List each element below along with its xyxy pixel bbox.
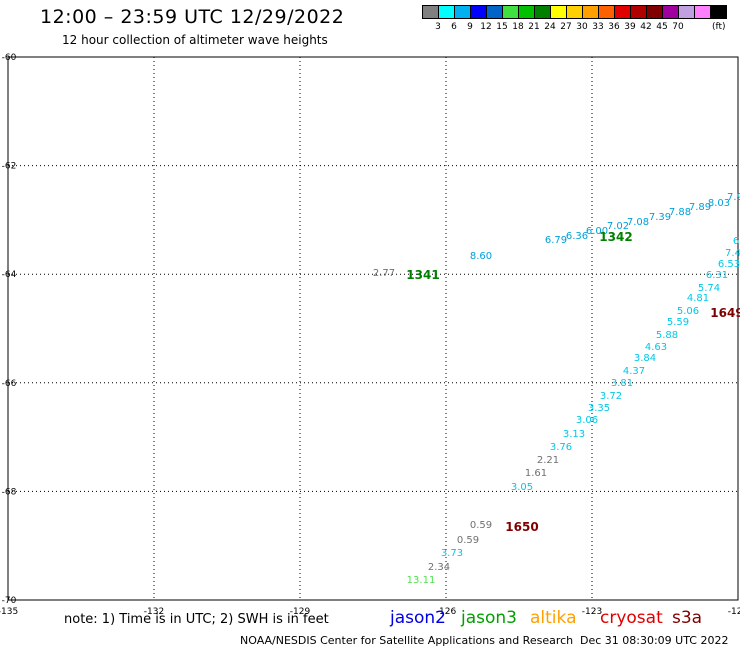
scale-label: 9 [467, 22, 473, 32]
scale-label: 42 [640, 22, 652, 32]
map-frame [7, 56, 739, 601]
latitude-label: -60 [2, 53, 17, 63]
scale-label: 6 [451, 22, 457, 32]
wave-height-value: 7.08 [627, 217, 649, 228]
scale-label: 12 [480, 22, 492, 32]
wave-height-value: 3.84 [634, 353, 656, 364]
scale-label: 15 [496, 22, 508, 32]
satellite-legend-item: cryosat [600, 608, 663, 628]
scale-label: 39 [624, 22, 636, 32]
wave-height-value: 5.59 [667, 317, 689, 328]
wave-height-value: 6.53 [718, 259, 740, 270]
wave-height-value: 5.74 [698, 283, 720, 294]
wave-height-value: 2.34 [428, 562, 450, 573]
satellite-legend-item: s3a [672, 608, 703, 628]
wave-height-value: 2.77 [373, 268, 395, 279]
wave-height-value: 6 [733, 236, 739, 247]
longitude-label: -129 [290, 607, 311, 617]
wave-height-value: 3.05 [511, 482, 533, 493]
scale-swatch [710, 5, 727, 19]
satellite-legend-item: altika [530, 608, 577, 628]
credit-timestamp: Dec 31 08:30:09 UTC 2022 [580, 634, 729, 647]
latitude-label: -62 [2, 162, 17, 172]
longitude-label: -135 [0, 607, 18, 617]
scale-unit: (ft) [712, 22, 726, 32]
longitude-label: -120 [728, 607, 740, 617]
wave-height-value: 3.76 [550, 442, 572, 453]
latitude-label: -64 [2, 270, 17, 280]
wave-height-value: 7.02 [607, 221, 629, 232]
wave-height-value: 5.06 [677, 306, 699, 317]
wave-height-value: 0.59 [457, 535, 479, 546]
wave-height-value: 3.72 [600, 391, 622, 402]
wave-height-value: 6.00 [586, 226, 608, 237]
footer-note: note: 1) Time is in UTC; 2) SWH is in fe… [64, 612, 329, 627]
pass-time-label: 1649 [710, 306, 740, 320]
scale-label: 21 [528, 22, 540, 32]
wave-height-value: 2.21 [537, 455, 559, 466]
wave-height-value: 7.89 [689, 202, 711, 213]
wave-height-value: 8.03 [708, 198, 730, 209]
scale-label: 70 [672, 22, 684, 32]
pass-time-label: 1341 [406, 268, 439, 282]
wave-height-value: 7.4 [725, 248, 740, 259]
scale-label: 30 [576, 22, 588, 32]
wave-height-value: 6.36 [566, 231, 588, 242]
wave-height-value: 4.63 [645, 342, 667, 353]
wave-height-value: 5.88 [656, 330, 678, 341]
wave-height-value: 3.06 [576, 415, 598, 426]
wave-height-value: 3.13 [563, 429, 585, 440]
wave-height-value: 0.59 [470, 520, 492, 531]
pass-time-label: 1342 [599, 230, 632, 244]
scale-label: 33 [592, 22, 604, 32]
wave-height-value: 7.9 [727, 192, 740, 203]
scale-label: 27 [560, 22, 572, 32]
map-subtitle: 12 hour collection of altimeter wave hei… [62, 33, 328, 47]
scale-label: 3 [435, 22, 441, 32]
satellite-legend-item: jason3 [461, 608, 517, 628]
wave-height-value: 7.39 [649, 212, 671, 223]
longitude-label: -123 [582, 607, 602, 617]
scale-label: 24 [544, 22, 556, 32]
latitude-label: -70 [2, 596, 17, 606]
wave-height-value: 4.37 [623, 366, 645, 377]
scale-label: 36 [608, 22, 620, 32]
satellite-legend-item: jason2 [390, 608, 446, 628]
latitude-label: -66 [2, 379, 17, 389]
longitude-label: -132 [144, 607, 164, 617]
wave-height-value: 4.81 [687, 293, 709, 304]
wave-height-value: 3.73 [441, 548, 463, 559]
wave-height-value: 3.81 [611, 378, 633, 389]
longitude-label: -126 [436, 607, 457, 617]
wave-height-value: 13.11 [407, 575, 436, 586]
credit-text: NOAA/NESDIS Center for Satellite Applica… [240, 634, 574, 647]
latitude-label: -68 [2, 487, 17, 497]
scale-label: 45 [656, 22, 668, 32]
wave-height-value: 6.31 [706, 270, 728, 281]
wave-height-value: 3.35 [588, 403, 610, 414]
map-title: 12:00 – 23:59 UTC 12/29/2022 [40, 6, 345, 28]
pass-time-label: 1650 [505, 520, 538, 534]
wave-height-value: 7.88 [669, 207, 691, 218]
scale-label: 18 [512, 22, 524, 32]
wave-height-value: 6.79 [545, 235, 567, 246]
wave-height-value: 1.61 [525, 468, 547, 479]
wave-height-value: 8.60 [470, 251, 492, 262]
